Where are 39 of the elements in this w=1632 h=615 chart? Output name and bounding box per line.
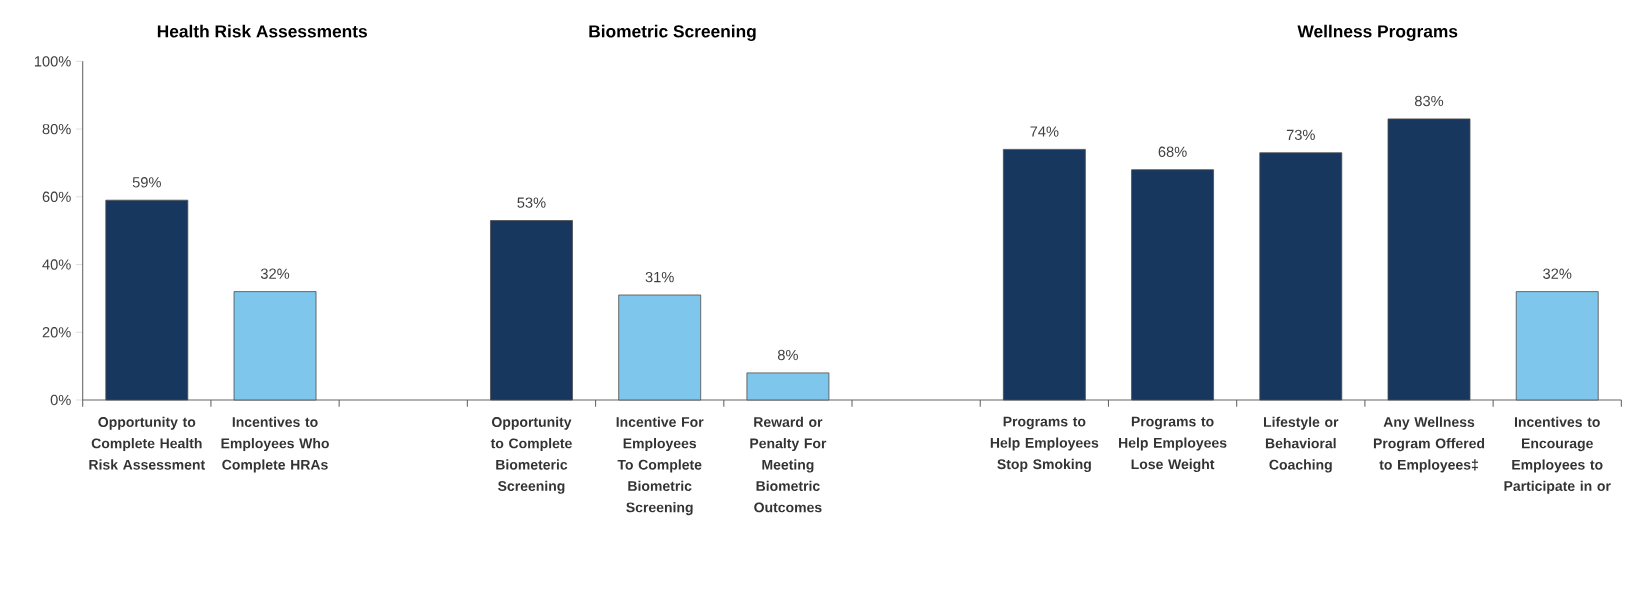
y-tick-label: 100%	[34, 56, 71, 67]
bar	[105, 199, 189, 401]
bar	[1131, 169, 1214, 401]
bar	[233, 291, 317, 401]
bar	[746, 372, 830, 401]
bar	[1515, 291, 1599, 401]
y-tick-label: 20%	[42, 327, 71, 338]
y-tick-label: 80%	[42, 124, 71, 135]
x-tick-label: Any Wellness Program Offered to Employees‡	[1373, 416, 1485, 473]
x-tick-label: Opportunity to Complete Health Risk Assessment	[89, 416, 205, 470]
x-tick-label: Incentive For Employees To Complete Biometric Screening	[616, 416, 704, 516]
bar	[1002, 149, 1086, 401]
bar	[618, 294, 702, 401]
data-label: 59%	[132, 177, 161, 188]
x-tick-label: Programs to Help Employees Lose Weight	[1119, 416, 1227, 473]
text: Biometric Screening	[589, 24, 756, 42]
data-label: 53%	[517, 197, 546, 208]
data-label: 32%	[260, 268, 290, 280]
bar	[1259, 152, 1343, 401]
x-tick-label: Programs to Help Employees Stop Smoking	[990, 416, 1099, 473]
data-label: 73%	[1286, 129, 1315, 141]
x-tick-label: Reward or Penalty For Meeting Biometric Outcomes	[750, 416, 827, 513]
bar	[1387, 118, 1471, 401]
text: Wellness Programs	[1297, 24, 1458, 42]
x-tick-label: Lifestyle or Behavioral Coaching	[1264, 416, 1339, 473]
y-tick-label: 0%	[50, 394, 71, 406]
data-label: 31%	[645, 272, 674, 283]
x-tick-label: Opportunity to Complete Biometeric Screening	[490, 416, 572, 494]
x-tick-label: Incentives to Employees Who Complete HRAs	[221, 416, 329, 473]
y-tick-label: 40%	[42, 259, 71, 270]
data-label: 74%	[1030, 126, 1059, 137]
data-label: 83%	[1414, 95, 1444, 107]
y-tick-label: 60%	[42, 191, 71, 203]
data-label: 32%	[1543, 268, 1572, 280]
data-label: 68%	[1158, 146, 1187, 158]
text: Health Risk Assessments	[157, 24, 367, 38]
bar	[490, 220, 573, 401]
x-tick-label: Incentives to Encourage Employees to Participate in or	[1504, 416, 1611, 494]
data-label: 8%	[777, 349, 798, 361]
